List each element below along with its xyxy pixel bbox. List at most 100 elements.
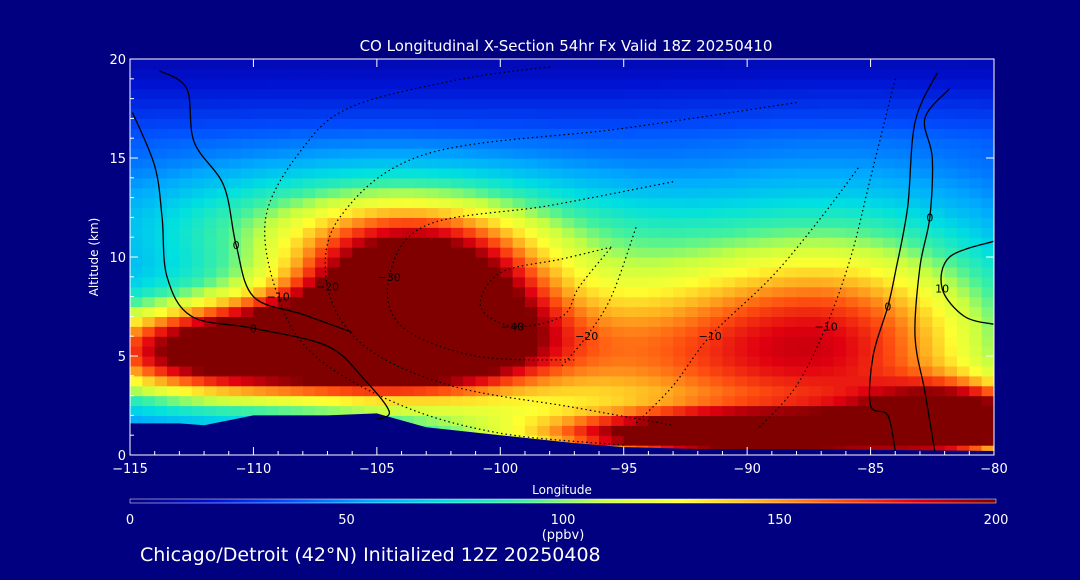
heatmap-cell xyxy=(512,306,526,317)
heatmap-cell xyxy=(500,78,514,90)
heatmap-cell xyxy=(154,78,168,90)
heatmap-cell xyxy=(845,356,859,367)
heatmap-cell xyxy=(389,207,403,218)
heatmap-cell xyxy=(882,276,896,288)
heatmap-cell xyxy=(475,405,489,416)
x-tick-label: −80 xyxy=(980,462,1007,477)
y-tick-label: 0 xyxy=(118,449,126,464)
heatmap-cell xyxy=(204,227,217,238)
heatmap-cell xyxy=(487,88,501,100)
heatmap-cell xyxy=(944,158,958,169)
heatmap-cell xyxy=(611,128,625,139)
y-tick-label: 10 xyxy=(109,251,126,266)
heatmap-cell xyxy=(562,306,575,317)
heatmap-cell xyxy=(956,138,970,149)
heatmap-cell xyxy=(932,158,946,169)
heatmap-cell xyxy=(981,445,994,455)
heatmap-cell xyxy=(710,395,724,407)
heatmap-cell xyxy=(845,306,859,317)
heatmap-cell xyxy=(895,197,909,209)
heatmap-cell xyxy=(450,336,464,347)
heatmap-cell xyxy=(524,68,538,80)
heatmap-cell xyxy=(697,296,711,308)
heatmap-cell xyxy=(339,316,353,327)
heatmap-cell xyxy=(586,276,600,288)
heatmap-cell xyxy=(463,336,477,347)
heatmap-cell xyxy=(228,296,242,308)
heatmap-cell xyxy=(179,177,193,189)
heatmap-cell xyxy=(969,207,983,218)
heatmap-cell xyxy=(228,158,242,169)
heatmap-cell xyxy=(278,257,292,268)
heatmap-cell xyxy=(339,326,353,337)
heatmap-cell xyxy=(475,296,489,308)
heatmap-cell xyxy=(265,266,279,278)
heatmap-cell xyxy=(487,177,501,189)
heatmap-cell xyxy=(673,68,687,80)
heatmap-cell xyxy=(130,88,143,100)
heatmap-cell xyxy=(179,237,193,248)
heatmap-cell xyxy=(685,375,699,387)
heatmap-cell xyxy=(944,266,958,278)
heatmap-cell xyxy=(278,227,292,238)
heatmap-cell xyxy=(167,356,180,367)
heatmap-cell xyxy=(438,118,452,129)
heatmap-cell xyxy=(784,177,798,189)
heatmap-cell xyxy=(241,336,255,347)
heatmap-cell xyxy=(315,217,329,228)
x-tick-label: −105 xyxy=(359,462,395,477)
heatmap-cell xyxy=(747,286,761,298)
heatmap-cell xyxy=(450,88,464,100)
heatmap-cell xyxy=(784,395,798,407)
contour-label: 0 xyxy=(884,301,891,314)
heatmap-cell xyxy=(981,217,994,228)
heatmap-cell xyxy=(463,405,477,416)
heatmap-cell xyxy=(450,326,464,337)
heatmap-cell xyxy=(710,375,724,387)
heatmap-cell xyxy=(673,247,687,258)
heatmap-cell xyxy=(845,336,859,347)
heatmap-cell xyxy=(784,227,798,238)
heatmap-cell xyxy=(882,78,896,90)
heatmap-cell xyxy=(932,148,946,159)
heatmap-cell xyxy=(759,266,773,278)
heatmap-cell xyxy=(833,336,847,347)
heatmap-cell xyxy=(747,98,761,110)
heatmap-cell xyxy=(944,167,958,179)
heatmap-cell xyxy=(858,316,872,327)
heatmap-cell xyxy=(512,78,526,90)
heatmap-cell xyxy=(722,346,736,357)
heatmap-cell xyxy=(771,326,785,337)
heatmap-cell xyxy=(611,68,625,80)
heatmap-cell xyxy=(771,395,785,407)
heatmap-cell xyxy=(130,365,143,377)
heatmap-cell xyxy=(265,227,279,238)
heatmap-cell xyxy=(944,346,958,357)
heatmap-cell xyxy=(944,59,958,70)
heatmap-cell xyxy=(179,98,193,110)
heatmap-cell xyxy=(302,237,316,248)
heatmap-cell xyxy=(376,59,390,70)
heatmap-cell xyxy=(315,158,329,169)
heatmap-cell xyxy=(475,187,489,199)
heatmap-cell xyxy=(142,346,156,357)
heatmap-cell xyxy=(574,405,588,416)
heatmap-cell xyxy=(660,356,674,367)
heatmap-cell xyxy=(389,395,403,407)
heatmap-cell xyxy=(290,68,304,80)
heatmap-cell xyxy=(315,266,329,278)
heatmap-cell xyxy=(599,316,612,327)
heatmap-cell xyxy=(771,207,785,218)
heatmap-cell xyxy=(352,296,366,308)
y-tick-label: 15 xyxy=(109,152,126,167)
heatmap-cell xyxy=(179,217,193,228)
heatmap-cell xyxy=(315,375,329,387)
heatmap-cell xyxy=(302,296,316,308)
heatmap-cell xyxy=(389,128,403,139)
heatmap-cell xyxy=(833,158,847,169)
heatmap-cell xyxy=(191,257,205,268)
heatmap-cell xyxy=(611,88,625,100)
heatmap-cell xyxy=(796,257,810,268)
heatmap-cell xyxy=(956,98,970,110)
heatmap-cell xyxy=(685,108,699,119)
